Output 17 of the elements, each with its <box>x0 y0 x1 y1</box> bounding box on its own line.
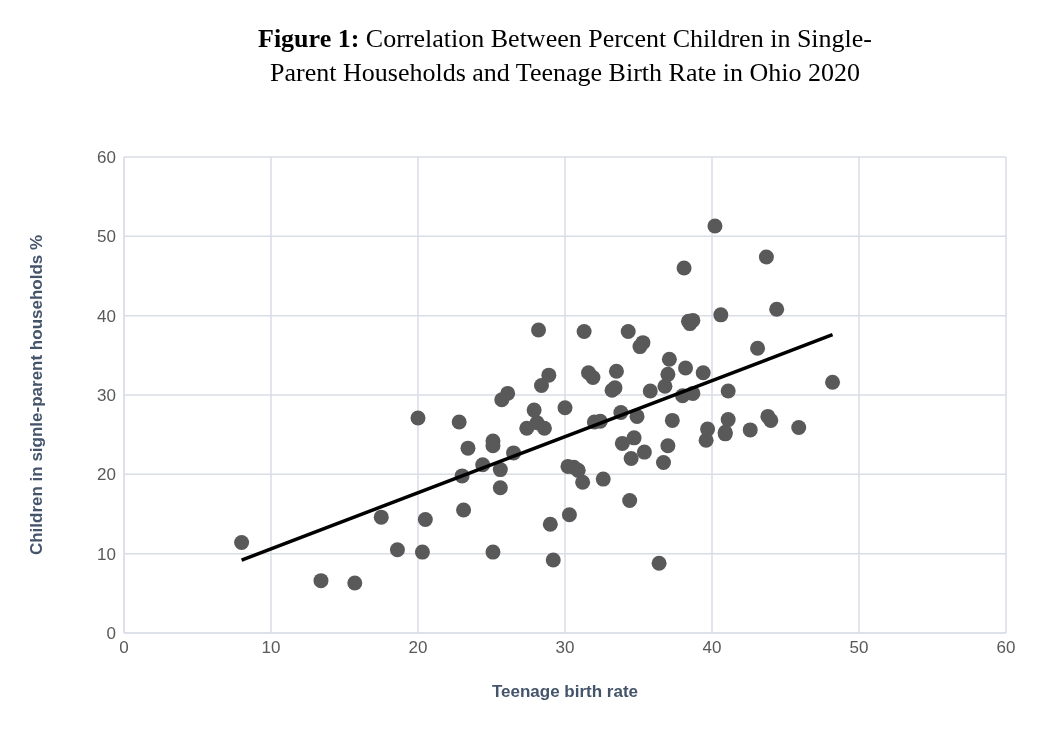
y-tick-label: 10 <box>97 544 116 564</box>
y-tick-label: 40 <box>97 306 116 326</box>
x-tick-label: 30 <box>555 638 575 658</box>
y-tick-label: 50 <box>97 227 116 247</box>
y-tick-label: 60 <box>97 148 116 168</box>
x-tick-label: 0 <box>119 638 129 658</box>
y-tick-label: 30 <box>97 386 116 406</box>
y-tick-label: 0 <box>106 624 116 644</box>
y-axis-title: Children in signle-parent households % <box>27 234 47 556</box>
x-tick-label: 40 <box>702 638 722 658</box>
x-tick-label: 10 <box>261 638 281 658</box>
chart-title: Figure 1: Correlation Between Percent Children in Single-Parent Households and Teenage Birth Rate in Ohio 2020 <box>257 23 873 89</box>
x-axis-title: Teenage birth rate <box>491 682 639 701</box>
x-tick-label: 20 <box>408 638 428 658</box>
y-tick-label: 20 <box>97 465 116 485</box>
x-tick-label: 60 <box>996 638 1016 658</box>
x-tick-label: 50 <box>849 638 869 658</box>
